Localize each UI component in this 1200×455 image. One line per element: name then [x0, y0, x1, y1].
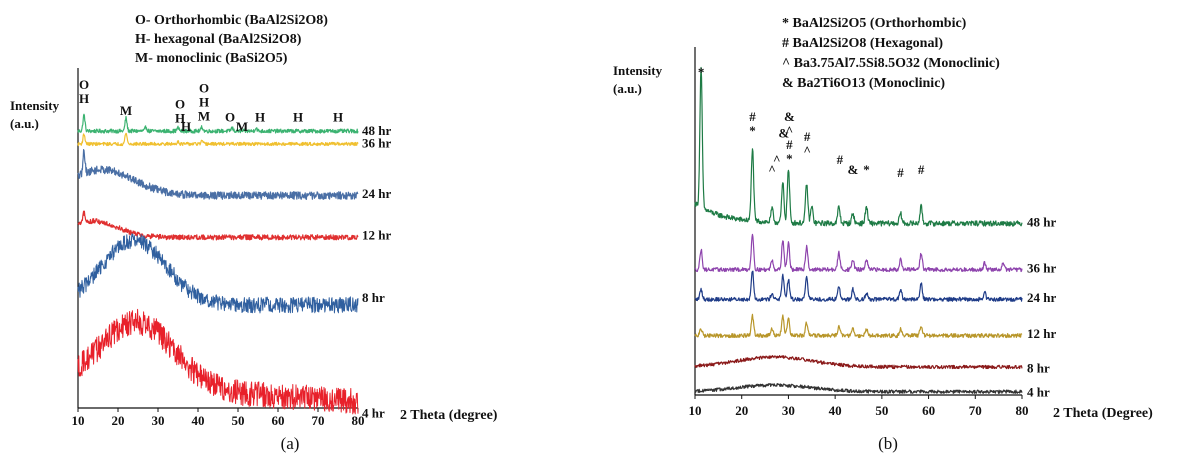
x-tick-label: 80: [352, 413, 365, 428]
panel-a-chart: O- Orthorhombic (BaAl2Si2O8) H- hexagonal…: [10, 13, 498, 453]
trace-label: 48 hr: [362, 123, 391, 138]
x-tick-label: 80: [1016, 403, 1029, 418]
x-tick-label: 40: [829, 403, 842, 418]
peak-annotation: #: [786, 137, 793, 152]
trace-label: 12 hr: [1027, 326, 1056, 341]
trace-48-hr: [77, 113, 359, 134]
trace-12-hr: [694, 313, 1023, 339]
peak-annotation: M: [198, 108, 210, 123]
trace-8-hr: [77, 233, 359, 314]
trace-label: 8 hr: [362, 290, 385, 305]
x-axis-label: 2 Theta (Degree): [1053, 406, 1153, 421]
trace-label: 24 hr: [1027, 290, 1056, 305]
y-axis-label: (a.u.): [10, 116, 39, 131]
trace-24-hr: [77, 149, 359, 200]
peak-annotation: ^: [786, 123, 794, 138]
peak-annotation: O: [175, 97, 185, 112]
x-tick-label: 50: [232, 413, 245, 428]
peak-annotation: &: [784, 109, 795, 124]
legend-entry: M- monoclinic (BaSi2O5): [135, 51, 288, 66]
peak-annotation: *: [749, 123, 756, 138]
peak-annotation: *: [698, 65, 705, 80]
legend-entry: H- hexagonal (BaAl2Si2O8): [135, 32, 302, 47]
trace-label: 48 hr: [1027, 215, 1056, 230]
x-tick-label: 40: [192, 413, 205, 428]
peak-annotation: ^: [773, 152, 781, 167]
x-tick-label: 10: [72, 413, 85, 428]
peak-annotation: #: [749, 109, 756, 124]
trace-label: 8 hr: [1027, 360, 1050, 375]
x-tick-label: 30: [782, 403, 795, 418]
peak-annotation: O: [199, 80, 209, 95]
panel-b-chart: * BaAl2Si2O5 (Orthorhombic) # BaAl2Si2O8 …: [613, 16, 1153, 453]
x-tick-label: 50: [875, 403, 888, 418]
peak-annotation: &: [778, 126, 789, 141]
x-tick-label: 70: [312, 413, 325, 428]
peak-annotation: ^: [768, 162, 776, 177]
peak-annotation: &: [847, 162, 858, 177]
peak-annotation: O: [79, 77, 89, 92]
y-axis-label: (a.u.): [613, 81, 642, 96]
trace-label: 4 hr: [362, 406, 385, 421]
trace-label: 36 hr: [1027, 261, 1056, 276]
legend-entry: * BaAl2Si2O5 (Orthorhombic): [782, 16, 967, 31]
trace-label: 12 hr: [362, 228, 391, 243]
trace-4-hr: [694, 383, 1023, 394]
peak-annotation: #: [897, 165, 904, 180]
x-tick-label: 10: [689, 403, 702, 418]
trace-36-hr: [694, 233, 1023, 273]
x-tick-label: 20: [735, 403, 748, 418]
peak-annotation: H: [255, 109, 265, 124]
y-axis-label: Intensity: [613, 63, 663, 78]
peak-annotation: H: [175, 111, 185, 126]
x-tick-label: 20: [112, 413, 125, 428]
y-axis-label: Intensity: [10, 98, 60, 113]
panel-caption: (a): [281, 434, 300, 453]
trace-label: 4 hr: [1027, 385, 1050, 400]
legend-entry: ^ Ba3.75Al7.5Si8.5O32 (Monoclinic): [782, 56, 1000, 71]
trace-36-hr: [77, 132, 359, 147]
trace-4-hr: [77, 308, 359, 415]
trace-label: 36 hr: [362, 136, 391, 151]
x-tick-label: 60: [272, 413, 285, 428]
legend-entry: & Ba2Ti6O13 (Monoclinic): [782, 76, 945, 91]
trace-8-hr: [694, 355, 1023, 370]
peak-annotation: O: [225, 109, 235, 124]
peak-annotation: H: [181, 119, 191, 134]
peak-annotation: H: [333, 109, 343, 124]
peak-annotation: H: [79, 91, 89, 106]
trace-48-hr: [694, 66, 1023, 227]
x-axis-label: 2 Theta (degree): [400, 408, 498, 423]
peak-annotation: M: [236, 119, 248, 134]
peak-annotation: #: [918, 162, 925, 177]
peak-annotation: M: [120, 103, 132, 118]
peak-annotation: H: [199, 94, 209, 109]
panel-caption: (b): [878, 434, 898, 453]
peak-annotation: #: [804, 129, 811, 144]
legend-entry: O- Orthorhombic (BaAl2Si2O8): [135, 13, 328, 28]
x-tick-label: 30: [152, 413, 165, 428]
peak-annotation: *: [786, 151, 793, 166]
peak-annotation: H: [293, 109, 303, 124]
peak-annotation: ^: [803, 143, 811, 158]
trace-24-hr: [694, 270, 1023, 302]
legend-entry: # BaAl2Si2O8 (Hexagonal): [782, 36, 943, 51]
x-tick-label: 70: [969, 403, 982, 418]
trace-label: 24 hr: [362, 186, 391, 201]
trace-12-hr: [77, 210, 359, 241]
x-tick-label: 60: [922, 403, 935, 418]
peak-annotation: *: [863, 162, 870, 177]
peak-annotation: #: [837, 152, 844, 167]
